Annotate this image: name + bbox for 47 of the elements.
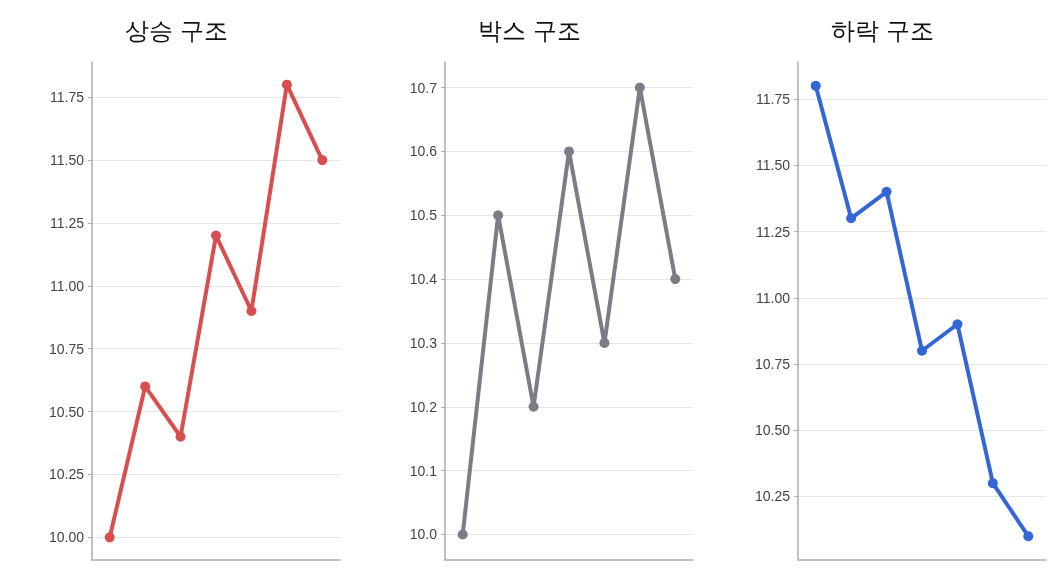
point — [140, 381, 151, 392]
y-tick-label: 10.2 — [409, 398, 438, 415]
y-tick-label: 10.50 — [754, 422, 791, 439]
point — [317, 155, 328, 166]
y-tick-label: 10.50 — [48, 403, 85, 420]
point — [528, 401, 539, 412]
y-tick-label: 10.00 — [48, 529, 85, 546]
point — [175, 431, 186, 442]
y-tick-label: 11.00 — [756, 289, 791, 306]
point — [211, 230, 221, 241]
y-tick-label: 10.6 — [409, 143, 438, 160]
point — [881, 186, 892, 197]
point — [952, 319, 963, 330]
y-tick-label: 11.25 — [756, 223, 791, 240]
point — [846, 213, 857, 224]
point — [810, 80, 821, 91]
point — [246, 306, 257, 316]
y-tick-label: 11.75 — [50, 89, 85, 106]
y-tick-label: 11.75 — [756, 91, 791, 108]
y-tick-label: 10.75 — [754, 355, 791, 372]
point — [917, 345, 927, 356]
y-tick-label: 10.25 — [48, 466, 85, 483]
point — [564, 146, 574, 157]
point — [281, 79, 292, 90]
point — [634, 82, 645, 93]
point — [987, 478, 998, 489]
point — [1023, 531, 1034, 542]
point — [457, 529, 468, 540]
y-tick-label: 10.25 — [754, 488, 791, 505]
chart-title: 하락 구조 — [830, 17, 935, 45]
y-tick-label: 11.50 — [50, 152, 85, 169]
y-tick-label: 10.1 — [409, 462, 438, 479]
chart-title: 상승 구조 — [124, 17, 229, 45]
y-tick-label: 10.0 — [409, 526, 438, 543]
y-tick-label: 11.00 — [50, 277, 85, 294]
y-tick-label: 11.25 — [50, 214, 85, 231]
y-tick-label: 10.5 — [409, 207, 438, 224]
y-tick-label: 10.7 — [409, 79, 438, 96]
y-tick-label: 11.50 — [756, 157, 791, 174]
y-tick-label: 10.4 — [409, 271, 438, 288]
point — [104, 532, 115, 543]
y-tick-label: 10.3 — [409, 334, 438, 351]
point — [493, 210, 504, 221]
point — [599, 337, 610, 348]
point — [670, 274, 681, 285]
y-tick-label: 10.75 — [48, 340, 85, 357]
chart-title: 박스 구조 — [477, 17, 582, 45]
